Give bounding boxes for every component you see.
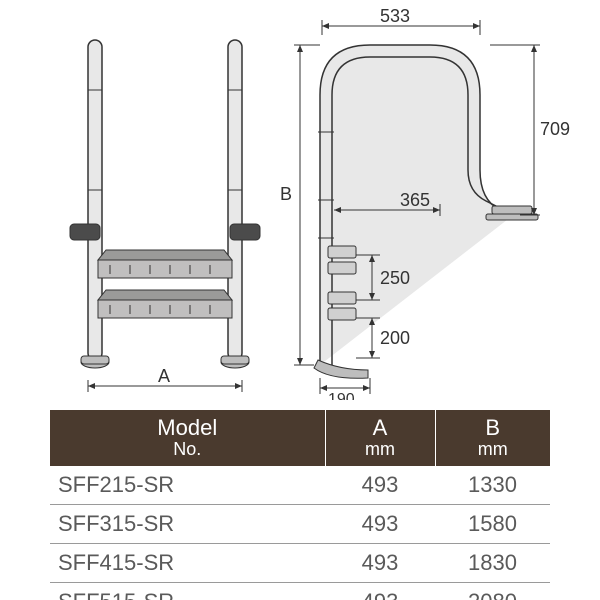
cell-B: 1580 <box>435 504 550 543</box>
cell-model: SFF315-SR <box>50 504 325 543</box>
table-header-row: Model No. A mm B mm <box>50 410 550 466</box>
dim-A-label: A <box>158 366 170 386</box>
col-A-l2: mm <box>334 440 427 460</box>
cell-A: 493 <box>325 504 435 543</box>
cell-A: 493 <box>325 582 435 600</box>
col-A: A mm <box>325 410 435 466</box>
dimension-diagram: A 533 709 365 <box>0 0 600 400</box>
table-row: SFF315-SR 493 1580 <box>50 504 550 543</box>
col-B-l1: B <box>485 415 500 440</box>
col-model-l2: No. <box>58 440 317 460</box>
cell-B: 2080 <box>435 582 550 600</box>
col-model: Model No. <box>50 410 325 466</box>
dim-250: 250 <box>380 268 410 288</box>
dim-533: 533 <box>380 6 410 26</box>
cell-model: SFF215-SR <box>50 466 325 505</box>
cell-A: 493 <box>325 543 435 582</box>
table-row: SFF215-SR 493 1330 <box>50 466 550 505</box>
col-A-l1: A <box>373 415 388 440</box>
dim-200: 200 <box>380 328 410 348</box>
table-row: SFF415-SR 493 1830 <box>50 543 550 582</box>
col-B: B mm <box>435 410 550 466</box>
spec-table: Model No. A mm B mm SFF215-SR 493 1330 S… <box>50 410 550 600</box>
dim-B-label: B <box>280 184 292 204</box>
cell-model: SFF415-SR <box>50 543 325 582</box>
col-model-l1: Model <box>157 415 217 440</box>
col-B-l2: mm <box>444 440 543 460</box>
left-ladder-view: A <box>70 40 260 392</box>
dim-709: 709 <box>540 119 570 139</box>
page: { "dimensions": { "top_width": "533", "r… <box>0 0 600 600</box>
cell-B: 1830 <box>435 543 550 582</box>
table-row: SFF515-SR 493 2080 <box>50 582 550 600</box>
cell-A: 493 <box>325 466 435 505</box>
dim-190: 190 <box>328 391 355 400</box>
dim-365: 365 <box>400 190 430 210</box>
cell-B: 1330 <box>435 466 550 505</box>
right-side-view: 533 709 365 B 250 200 190 <box>280 6 570 400</box>
cell-model: SFF515-SR <box>50 582 325 600</box>
